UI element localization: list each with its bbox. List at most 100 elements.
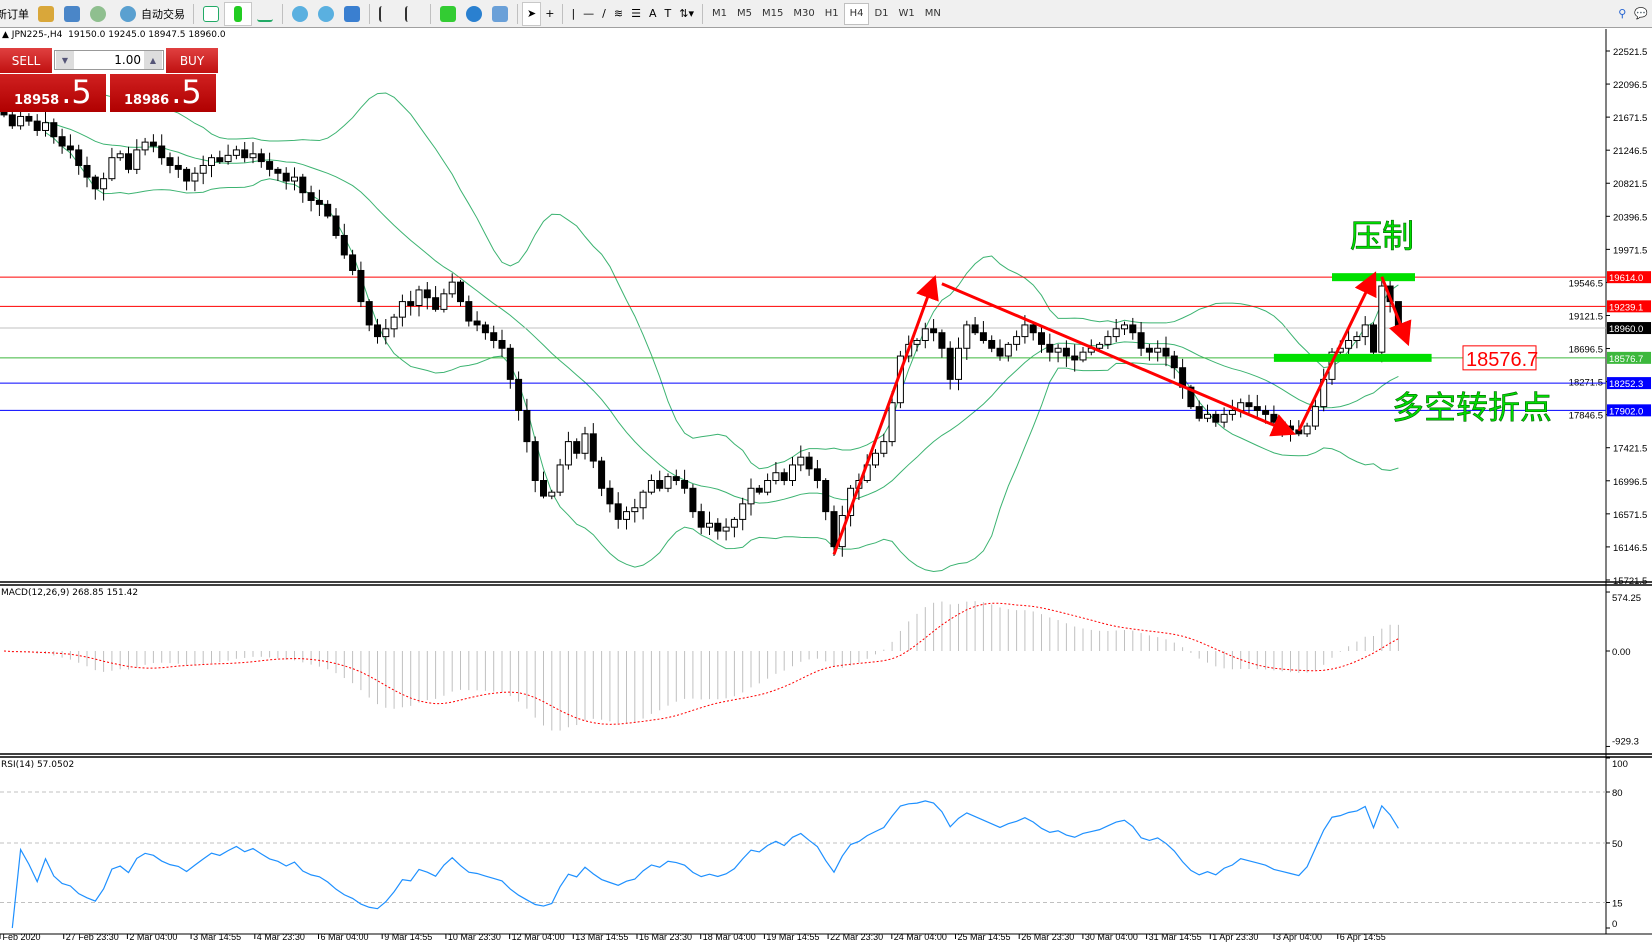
separator bbox=[369, 3, 370, 24]
new-order-button[interactable]: 新订单 bbox=[0, 7, 29, 21]
search-icon[interactable]: ⚲ bbox=[1618, 7, 1627, 20]
bear-candle-body bbox=[714, 522, 722, 532]
timeframe-m15[interactable]: M15 bbox=[761, 8, 784, 19]
candle bbox=[515, 371, 523, 421]
bull-candle-body bbox=[1112, 328, 1120, 338]
candle bbox=[457, 279, 464, 307]
arrows-icon[interactable]: ⇅▾ bbox=[679, 7, 694, 20]
horizontal-line-icon[interactable]: — bbox=[583, 7, 595, 20]
buy-button[interactable]: BUY bbox=[166, 48, 218, 73]
chart-shift-icon[interactable] bbox=[379, 5, 395, 22]
time-tick-label: 25 Mar 14:55 bbox=[957, 932, 1011, 942]
sell-button[interactable]: SELL bbox=[0, 48, 52, 73]
text-label-icon[interactable]: T bbox=[664, 7, 672, 20]
macd-tick-label: -929.3 bbox=[1612, 736, 1639, 747]
level-tag-label: 18960.0 bbox=[1609, 324, 1643, 335]
bull-candle-body bbox=[772, 472, 780, 482]
timeframe-d1[interactable]: D1 bbox=[874, 8, 889, 19]
time-tick-label: 27 Feb 23:30 bbox=[65, 932, 119, 942]
candle bbox=[1038, 325, 1045, 353]
bear-candle-body bbox=[50, 122, 58, 138]
crosshair-icon[interactable]: + bbox=[545, 7, 555, 20]
bull-candle-body bbox=[415, 289, 423, 306]
candle bbox=[332, 208, 340, 239]
price-tick-label: 20396.5 bbox=[1613, 212, 1647, 223]
candle bbox=[133, 139, 141, 175]
price-chart[interactable]: 22521.5 22096.5 21671.5 21246.5 20821.5 20396… bbox=[0, 29, 1652, 947]
separator bbox=[282, 3, 283, 24]
timeframe-h1[interactable]: H1 bbox=[824, 8, 839, 19]
timeframe-m30[interactable]: M30 bbox=[793, 8, 815, 19]
line-chart-icon[interactable] bbox=[257, 6, 273, 22]
candle bbox=[349, 249, 357, 276]
candle bbox=[938, 329, 946, 358]
fibonacci-icon[interactable]: ≋ bbox=[613, 7, 624, 20]
candle bbox=[1154, 340, 1162, 362]
cursor-button[interactable]: ➤ bbox=[522, 1, 542, 26]
candle bbox=[448, 273, 456, 298]
price-tick-label: 19546.5 bbox=[1569, 278, 1603, 289]
timeframe-h4[interactable]: H4 bbox=[843, 2, 870, 25]
candle bbox=[988, 335, 996, 353]
candle bbox=[191, 167, 199, 192]
lot-size-input[interactable]: 1.00 bbox=[54, 50, 164, 70]
bear-candle-body bbox=[1245, 402, 1253, 408]
templates-icon[interactable] bbox=[492, 5, 508, 22]
bull-candle-body bbox=[872, 452, 879, 466]
zoom-in-icon[interactable] bbox=[292, 5, 308, 22]
bull-candle-body bbox=[764, 480, 772, 493]
trendline-icon[interactable]: / bbox=[602, 7, 606, 20]
candle bbox=[822, 478, 830, 521]
bull-candle-body bbox=[398, 301, 406, 318]
lot-increase-button[interactable]: ▲ bbox=[144, 51, 162, 69]
candle bbox=[1378, 279, 1386, 363]
bull-candle-body bbox=[249, 153, 257, 159]
price-tick-label: 22096.5 bbox=[1613, 80, 1647, 91]
timeframe-mn[interactable]: MN bbox=[924, 8, 941, 19]
timeframe-m5[interactable]: M5 bbox=[736, 8, 752, 19]
bear-candle-body bbox=[1195, 406, 1203, 419]
bear-candle-body bbox=[606, 487, 614, 505]
bar-chart-icon[interactable] bbox=[203, 5, 219, 22]
bull-candle-body bbox=[706, 522, 713, 528]
candle bbox=[398, 294, 406, 327]
bull-candle-body bbox=[199, 164, 207, 174]
candle bbox=[66, 134, 74, 159]
chat-icon[interactable]: 💬 bbox=[1634, 7, 1648, 20]
timeframe-m1[interactable]: M1 bbox=[711, 8, 727, 19]
indicators-icon[interactable] bbox=[440, 5, 456, 22]
auto-trading-button[interactable]: 自动交易 bbox=[111, 2, 189, 26]
candle bbox=[755, 485, 763, 495]
candle bbox=[42, 111, 49, 137]
candle bbox=[282, 167, 290, 190]
signals-icon[interactable] bbox=[90, 5, 106, 22]
candlestick-button[interactable] bbox=[224, 1, 252, 26]
text-icon[interactable]: A bbox=[648, 7, 657, 20]
sell-price[interactable]: 18958.5 bbox=[0, 74, 106, 112]
timeframe-w1[interactable]: W1 bbox=[898, 8, 915, 19]
bear-candle-body bbox=[523, 409, 531, 443]
candle bbox=[1079, 347, 1087, 363]
lot-decrease-button[interactable]: ▼ bbox=[56, 51, 74, 69]
autoscroll-icon[interactable] bbox=[405, 5, 421, 22]
navigator-icon[interactable] bbox=[38, 5, 54, 22]
bear-candle-body bbox=[1212, 413, 1220, 423]
bear-candle-body bbox=[498, 339, 506, 349]
candle bbox=[598, 456, 606, 497]
candle bbox=[780, 468, 788, 486]
vertical-line-icon[interactable]: | bbox=[571, 7, 576, 20]
tile-windows-icon[interactable] bbox=[344, 5, 360, 22]
periods-icon[interactable] bbox=[466, 5, 482, 22]
zoom-out-icon[interactable] bbox=[318, 5, 334, 22]
bull-candle-body bbox=[291, 176, 298, 182]
bull-candle-body bbox=[1311, 406, 1319, 427]
bull-candle-body bbox=[1220, 413, 1228, 423]
candle bbox=[1311, 399, 1319, 430]
bull-candle-body bbox=[1054, 347, 1062, 353]
fibo-lines-icon[interactable]: ☰ bbox=[631, 7, 641, 20]
bear-candle-body bbox=[299, 176, 307, 194]
market-watch-icon[interactable] bbox=[64, 5, 80, 22]
candle bbox=[880, 433, 888, 458]
buy-price[interactable]: 18986.5 bbox=[110, 74, 216, 112]
candle bbox=[415, 285, 423, 317]
